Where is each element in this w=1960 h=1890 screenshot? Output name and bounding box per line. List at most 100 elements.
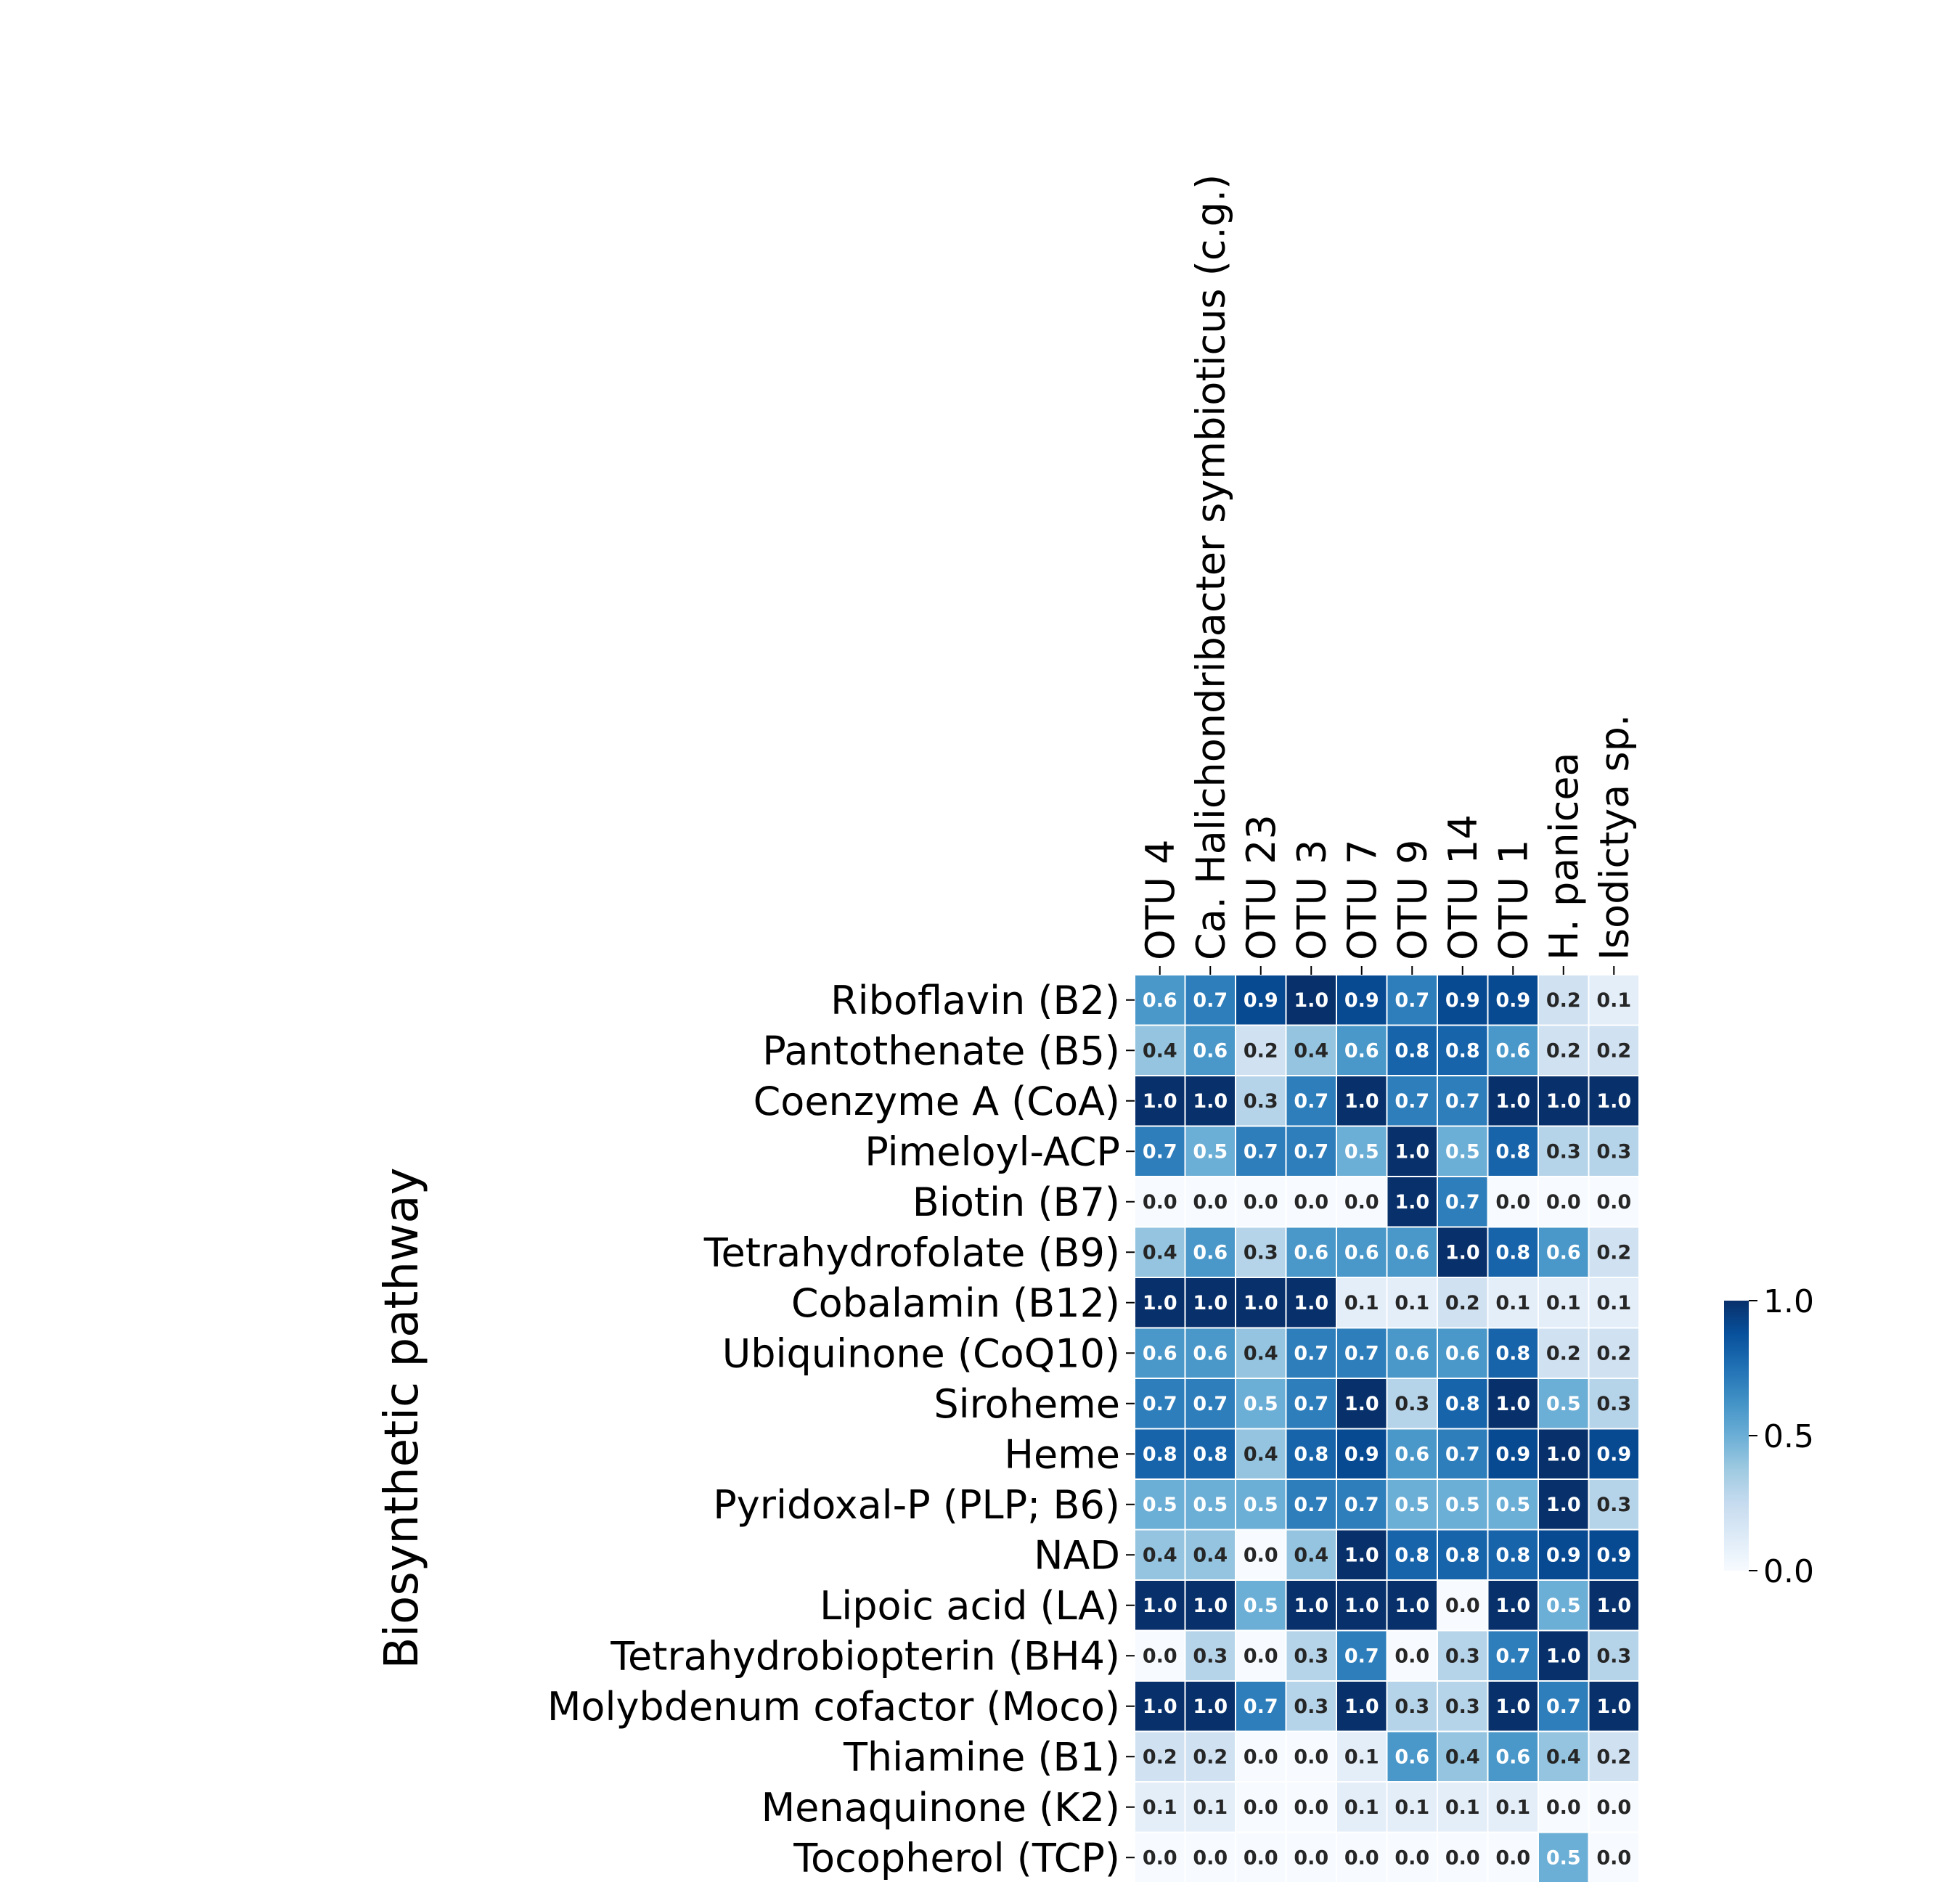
cell-value-label: 1.0: [1193, 1292, 1228, 1314]
column-label: OTU 4: [1138, 839, 1183, 960]
heatmap-cell: [1487, 1024, 1539, 1076]
colorbar-tick-label: 0.0: [1763, 1553, 1814, 1590]
heatmap-cell: [1487, 1378, 1539, 1430]
heatmap-cell: [1437, 1024, 1489, 1076]
cell-value-label: 0.7: [1244, 1140, 1278, 1163]
heatmap-cell: [1386, 1730, 1438, 1783]
cell-value-label: 0.9: [1596, 1443, 1631, 1465]
heatmap-cell: [1386, 1579, 1438, 1632]
cell-value-label: 0.0: [1294, 1746, 1328, 1768]
cell-value-label: 1.0: [1395, 1140, 1429, 1163]
heatmap-cell: [1588, 1075, 1640, 1127]
cell-value-label: 1.0: [1294, 1292, 1328, 1314]
row-label: Pantothenate (B5): [762, 1028, 1120, 1073]
heatmap-cell: [1487, 1075, 1539, 1127]
heatmap-cell: [1184, 1478, 1236, 1531]
cell-value-label: 0.1: [1546, 1292, 1581, 1314]
heatmap-cell: [1588, 1277, 1640, 1329]
cell-value-label: 0.2: [1596, 1746, 1631, 1768]
cell-value-label: 0.9: [1344, 989, 1379, 1012]
cell-value-label: 0.1: [1344, 1292, 1379, 1314]
cell-value-label: 0.0: [1244, 1846, 1278, 1869]
column-label: OTU 7: [1339, 839, 1385, 960]
heatmap-cell: [1588, 1831, 1640, 1883]
cell-value-label: 0.0: [1244, 1544, 1278, 1566]
heatmap-cell: [1134, 1125, 1186, 1177]
heatmap-cell: [1285, 1478, 1337, 1531]
row-label: Heme: [1004, 1431, 1120, 1477]
cell-value-label: 0.4: [1445, 1746, 1480, 1768]
cell-value-label: 0.5: [1244, 1393, 1278, 1415]
heatmap-cell: [1184, 1378, 1236, 1430]
row-label: Siroheme: [934, 1381, 1120, 1427]
cell-value-label: 0.1: [1596, 989, 1631, 1012]
heatmap-cell: [1235, 1579, 1287, 1632]
heatmap-cell: [1538, 1277, 1590, 1329]
cell-value-label: 0.3: [1445, 1695, 1480, 1718]
cell-value-label: 0.7: [1193, 1393, 1228, 1415]
cell-value-label: 0.9: [1244, 989, 1278, 1012]
cell-value-label: 1.0: [1193, 1090, 1228, 1113]
heatmap-cell: [1336, 1529, 1388, 1581]
cell-value-label: 1.0: [1445, 1241, 1480, 1264]
cell-value-label: 0.1: [1344, 1796, 1379, 1819]
cell-value-label: 0.2: [1596, 1342, 1631, 1365]
cell-value-label: 0.8: [1143, 1443, 1177, 1465]
cell-value-label: 1.0: [1495, 1393, 1530, 1415]
cell-value-label: 0.8: [1445, 1393, 1480, 1415]
heatmap-cell: [1437, 1277, 1489, 1329]
cell-value-label: 1.0: [1395, 1191, 1429, 1214]
cell-value-label: 0.7: [1495, 1645, 1530, 1667]
cell-value-label: 0.7: [1546, 1695, 1581, 1718]
cell-value-label: 0.7: [1445, 1443, 1480, 1465]
heatmap-cell: [1336, 1176, 1388, 1228]
heatmap-cell: [1134, 1226, 1186, 1278]
heatmap-cell: [1184, 1680, 1236, 1732]
heatmap-cell: [1487, 1176, 1539, 1228]
cell-value-label: 0.4: [1244, 1443, 1278, 1465]
heatmap-cell: [1386, 1327, 1438, 1379]
heatmap-cell: [1184, 1176, 1236, 1228]
heatmap-cell: [1588, 1327, 1640, 1379]
cell-value-label: 1.0: [1596, 1595, 1631, 1617]
heatmap-cell: [1134, 1629, 1186, 1682]
heatmap-cell: [1184, 1529, 1236, 1581]
cell-value-label: 1.0: [1495, 1090, 1530, 1113]
cell-value-label: 0.0: [1143, 1846, 1177, 1869]
cell-value-label: 0.9: [1495, 989, 1530, 1012]
cell-value-label: 0.7: [1193, 989, 1228, 1012]
cell-value-label: 0.0: [1596, 1846, 1631, 1869]
heatmap-cell: [1538, 1680, 1590, 1732]
cell-value-label: 0.6: [1395, 1241, 1429, 1264]
heatmap-cell: [1538, 1024, 1590, 1076]
heatmap-cell: [1184, 1024, 1236, 1076]
row-label: Molybdenum cofactor (Moco): [547, 1684, 1120, 1730]
cell-value-label: 0.7: [1445, 1090, 1480, 1113]
cell-value-label: 0.7: [1395, 1090, 1429, 1113]
heatmap-cell: [1336, 1680, 1388, 1732]
heatmap-cell: [1437, 1327, 1489, 1379]
cell-value-label: 0.7: [1244, 1695, 1278, 1718]
cell-value-label: 0.7: [1294, 1090, 1328, 1113]
heatmap-cell: [1184, 1831, 1236, 1883]
heatmap-cell: [1285, 1024, 1337, 1076]
heatmap-cell: [1134, 1730, 1186, 1783]
cell-value-label: 0.8: [1294, 1443, 1328, 1465]
row-label: Menaquinone (K2): [761, 1785, 1120, 1830]
cell-value-label: 0.5: [1244, 1595, 1278, 1617]
cell-value-label: 0.1: [1193, 1796, 1228, 1819]
cell-value-label: 0.1: [1495, 1292, 1530, 1314]
cell-value-label: 0.0: [1244, 1796, 1278, 1819]
heatmap-cell: [1437, 1831, 1489, 1883]
cell-value-label: 0.5: [1546, 1393, 1581, 1415]
heatmap-cell: [1538, 1226, 1590, 1278]
heatmap-cell: [1235, 1478, 1287, 1531]
cell-value-label: 0.0: [1143, 1191, 1177, 1214]
cell-value-label: 0.9: [1596, 1544, 1631, 1566]
cell-value-label: 0.0: [1546, 1191, 1581, 1214]
cell-value-label: 1.0: [1495, 1695, 1530, 1718]
cell-value-label: 0.5: [1193, 1140, 1228, 1163]
colorbar-ticks: 0.0 0.5 1.0: [1749, 1283, 1814, 1590]
heatmap-cell: [1437, 1680, 1489, 1732]
